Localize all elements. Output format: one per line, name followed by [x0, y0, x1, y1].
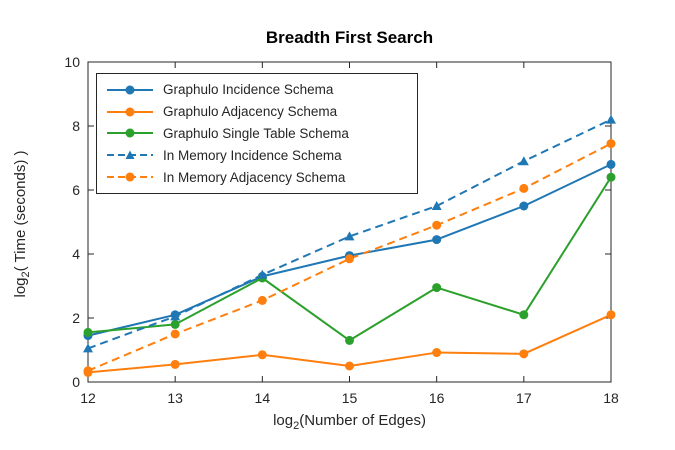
x-axis-label: log2(Number of Edges): [88, 412, 611, 432]
y-tick-label: 6: [72, 182, 80, 198]
y-axis-label-subscript: 2: [20, 271, 32, 278]
legend-item: Graphulo Single Table Schema: [106, 126, 408, 141]
legend-label: Graphulo Adjacency Schema: [163, 104, 338, 120]
series-2-marker: [432, 283, 442, 293]
x-tick-label: 16: [429, 390, 445, 406]
series-2-marker: [83, 327, 93, 337]
series-4-marker: [345, 254, 354, 264]
x-axis-label-text: log: [273, 412, 294, 429]
series-4-marker: [432, 220, 442, 230]
series-0-marker: [606, 159, 616, 169]
legend-line-sample: [107, 128, 153, 138]
x-tick-label: 13: [167, 390, 183, 406]
series-2-marker: [606, 172, 616, 182]
legend-line-sample: [107, 172, 153, 182]
circle-marker-icon: [125, 107, 135, 117]
legend-label: Graphulo Single Table Schema: [163, 125, 349, 141]
x-tick-label: 14: [255, 390, 271, 406]
y-tick-label: 8: [72, 118, 80, 134]
circle-marker-icon: [125, 128, 135, 138]
series-4-marker: [83, 366, 93, 376]
chart-title: Breadth First Search: [265, 28, 434, 47]
series-4-marker: [606, 139, 616, 149]
legend-label: In Memory Incidence Schema: [163, 147, 342, 163]
y-tick-label: 0: [72, 374, 80, 390]
y-tick-label: 4: [72, 246, 80, 262]
series-1-marker: [432, 348, 442, 358]
series-3-marker: [83, 343, 93, 353]
y-axis-label: log2( Time (seconds) ): [12, 114, 32, 334]
legend-label: In Memory Adjacency Schema: [163, 169, 346, 185]
legend-line-sample: [107, 150, 153, 160]
legend-item: In Memory Incidence Schema: [106, 148, 408, 163]
x-axis-label-text: (Number of Edges): [299, 412, 426, 429]
series-3-marker: [431, 201, 442, 210]
series-3-marker: [518, 156, 529, 166]
legend-line-sample: [107, 107, 153, 117]
series-1-marker: [345, 361, 354, 371]
circle-marker-icon: [125, 172, 135, 182]
series-0-marker: [432, 235, 442, 245]
y-axis-label-text: log: [12, 277, 29, 298]
legend-line-sample: [107, 85, 153, 95]
series-1-marker: [257, 350, 267, 360]
series-4-marker: [170, 329, 180, 339]
x-tick-label: 17: [516, 390, 532, 406]
series-2-marker: [519, 310, 529, 320]
legend-item: Graphulo Incidence Schema: [106, 82, 408, 97]
legend-item: In Memory Adjacency Schema: [106, 170, 408, 185]
y-tick-label: 10: [64, 54, 80, 70]
series-3-marker: [344, 231, 355, 241]
series-4-marker: [257, 295, 267, 305]
series-1-marker: [606, 310, 616, 320]
circle-marker-icon: [125, 85, 135, 95]
series-4-marker: [519, 183, 529, 193]
triangle-marker-icon: [125, 150, 135, 160]
series-3-marker: [606, 114, 616, 124]
series-2-marker: [345, 335, 354, 345]
series-3-marker: [257, 269, 268, 279]
y-tick-label: 2: [72, 310, 80, 326]
x-axis-label-subscript: 2: [293, 420, 300, 432]
series-0-marker: [519, 201, 529, 211]
series-1-marker: [170, 359, 180, 369]
x-tick-label: 12: [80, 390, 96, 406]
legend: Graphulo Incidence Schema Graphulo Adjace…: [96, 73, 418, 194]
series-3-marker: [170, 311, 181, 321]
series-1-marker: [519, 349, 529, 359]
series-2-marker: [170, 319, 180, 329]
x-tick-label: 15: [342, 390, 358, 406]
y-axis-label-text: ( Time (seconds) ): [12, 150, 29, 272]
x-tick-label: 18: [603, 390, 619, 406]
legend-label: Graphulo Incidence Schema: [163, 82, 334, 98]
legend-item: Graphulo Adjacency Schema: [106, 104, 408, 119]
